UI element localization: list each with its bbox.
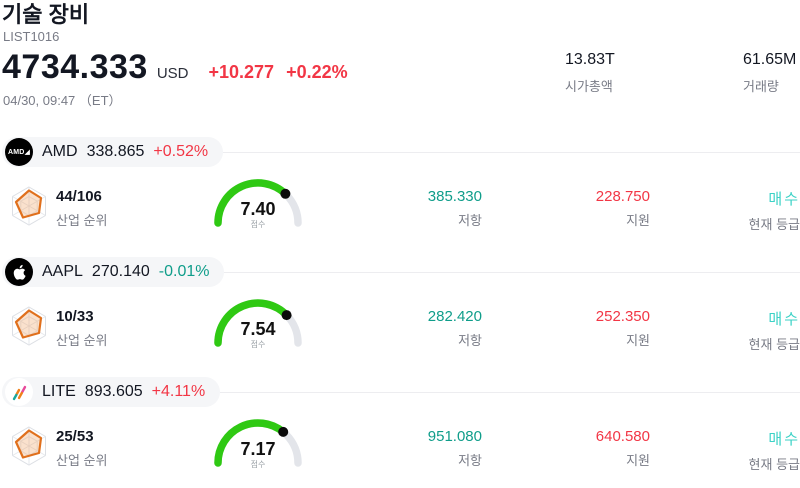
market-cap-value: 13.83T — [565, 51, 615, 68]
stat-volume: 61.65M 거래량 — [743, 51, 796, 95]
resistance-value: 282.420 — [427, 308, 482, 325]
industry-rank: 10/33 산업 순위 — [56, 308, 107, 349]
main-price: 4734.333 — [2, 48, 148, 86]
stock-pill[interactable]: AMD◢ AMD 338.865 +0.52% — [2, 137, 224, 167]
rating-value: 매수 — [768, 311, 800, 328]
stock-pill[interactable]: AAPL 270.140 -0.01% — [2, 257, 225, 287]
amd-logo-text: AMD◢ — [7, 149, 31, 156]
resistance-label: 저항 — [458, 213, 482, 228]
rating-label: 현재 등급 — [748, 337, 800, 352]
ticker-symbol: AMD — [42, 143, 78, 160]
support-value: 640.580 — [595, 428, 650, 445]
ticker-symbol: AAPL — [42, 263, 83, 280]
ticker-symbol: LITE — [42, 383, 76, 400]
rank-value: 25/53 — [56, 428, 94, 445]
resistance-column: 951.080 저항 — [332, 428, 482, 469]
rating-label: 현재 등급 — [748, 217, 800, 232]
industry-radar-icon — [8, 185, 50, 227]
market-cap-label: 시가총액 — [565, 79, 613, 94]
list-id: LIST1016 — [3, 29, 60, 44]
stock-price: 893.605 — [84, 383, 143, 400]
support-label: 지원 — [626, 333, 650, 348]
stock-row: AAPL 270.140 -0.01% 10/33 산업 순위 — [0, 250, 800, 370]
volume-value: 61.65M — [743, 51, 797, 68]
score-value: 7.40 — [240, 199, 276, 219]
resistance-label: 저항 — [458, 333, 482, 348]
currency-label: USD — [156, 65, 189, 82]
stat-market-cap: 13.83T 시가총액 — [565, 51, 615, 95]
resistance-column: 385.330 저항 — [332, 188, 482, 229]
support-label: 지원 — [626, 213, 650, 228]
stock-pill-row: LITE 893.605 +4.11% — [2, 377, 800, 407]
rank-label: 산업 순위 — [56, 453, 108, 468]
support-column: 640.580 지원 — [500, 428, 650, 469]
rating-value: 매수 — [768, 191, 800, 208]
rating-column: 매수 현재 등급 — [650, 308, 800, 353]
rank-label: 산업 순위 — [56, 333, 108, 348]
score-gauge: 7.17 점수 — [210, 413, 306, 471]
row-divider — [224, 271, 800, 273]
price-row: 4734.333 USD +10.277 +0.22% — [2, 48, 348, 87]
row-divider — [223, 151, 800, 153]
stock-change: +4.11% — [151, 383, 206, 400]
rating-label: 현재 등급 — [748, 457, 800, 472]
stock-pill[interactable]: LITE 893.605 +4.11% — [2, 377, 221, 407]
price-change-pct: +0.22% — [286, 62, 348, 82]
score-gauge: 7.54 점수 — [210, 293, 306, 351]
stock-change: +0.52% — [153, 143, 209, 160]
support-value: 228.750 — [595, 188, 650, 205]
stock-row-content: 10/33 산업 순위 7.54 점수 282.420 저항 252.350 지… — [0, 299, 800, 369]
industry-rank: 44/106 산업 순위 — [56, 188, 107, 229]
rating-column: 매수 현재 등급 — [650, 428, 800, 473]
score-label: 점수 — [250, 460, 266, 469]
volume-label: 거래량 — [743, 79, 779, 94]
score-value: 7.54 — [240, 319, 276, 339]
support-value: 252.350 — [595, 308, 650, 325]
rating-column: 매수 현재 등급 — [650, 188, 800, 233]
score-gauge: 7.40 점수 — [210, 173, 306, 231]
resistance-label: 저항 — [458, 453, 482, 468]
datetime-label: 04/30, 09:47 （ET） — [3, 93, 122, 108]
industry-rank: 25/53 산업 순위 — [56, 428, 107, 469]
amd-logo-icon: AMD◢ — [5, 138, 33, 166]
stock-list: AMD◢ AMD 338.865 +0.52% — [0, 130, 800, 488]
support-column: 252.350 지원 — [500, 308, 650, 349]
stock-row-content: 25/53 산업 순위 7.17 점수 951.080 저항 640.580 지… — [0, 419, 800, 488]
rank-value: 44/106 — [56, 188, 102, 205]
stock-price: 270.140 — [91, 263, 150, 280]
resistance-value: 385.330 — [427, 188, 482, 205]
industry-radar-icon — [8, 305, 50, 347]
rank-label: 산업 순위 — [56, 213, 108, 228]
rating-value: 매수 — [768, 431, 800, 448]
lite-logo-icon — [5, 378, 33, 406]
resistance-value: 951.080 — [427, 428, 482, 445]
score-value: 7.17 — [240, 439, 276, 459]
support-label: 지원 — [626, 453, 650, 468]
support-column: 228.750 지원 — [500, 188, 650, 229]
stock-change: -0.01% — [158, 263, 210, 280]
stock-row: LITE 893.605 +4.11% 25/53 산업 순위 — [0, 370, 800, 488]
stock-price: 338.865 — [86, 143, 145, 160]
apple-logo-icon — [5, 258, 33, 286]
stock-row-content: 44/106 산업 순위 7.40 점수 385.330 저항 228.750 … — [0, 179, 800, 249]
row-divider — [220, 391, 800, 393]
score-label: 점수 — [250, 220, 266, 229]
price-change-abs: +10.277 — [208, 62, 275, 82]
score-label: 점수 — [250, 340, 266, 349]
resistance-column: 282.420 저항 — [332, 308, 482, 349]
stock-pill-row: AAPL 270.140 -0.01% — [2, 257, 800, 287]
page-title: 기술 장비 — [2, 2, 90, 27]
widget-header: 기술 장비 LIST1016 4734.333 USD +10.277 +0.2… — [0, 0, 800, 130]
rank-value: 10/33 — [56, 308, 94, 325]
industry-radar-icon — [8, 425, 50, 467]
stock-pill-row: AMD◢ AMD 338.865 +0.52% — [2, 137, 800, 167]
stock-row: AMD◢ AMD 338.865 +0.52% — [0, 130, 800, 250]
